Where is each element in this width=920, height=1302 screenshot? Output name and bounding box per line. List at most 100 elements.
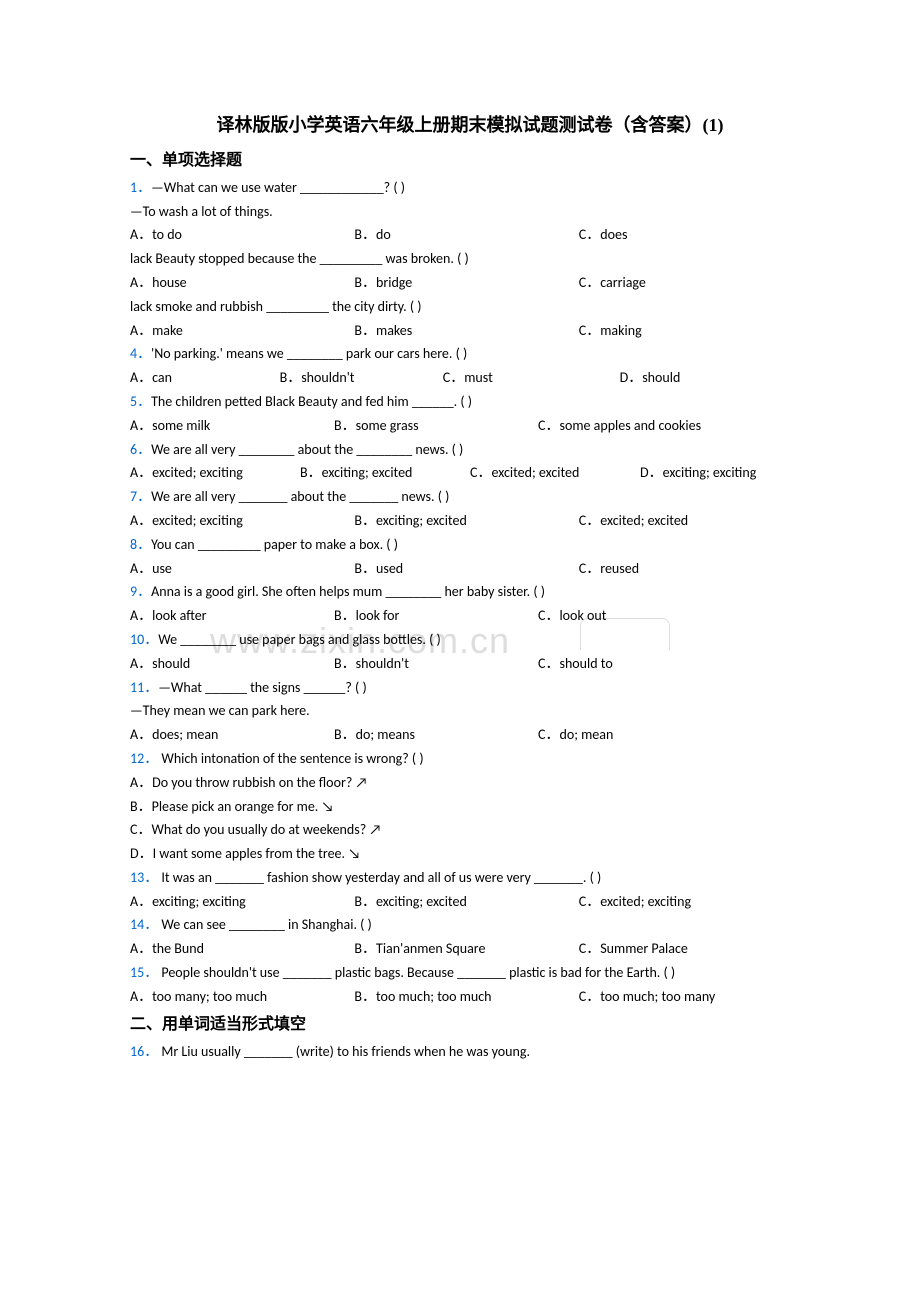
question-number: 5． [130, 393, 151, 410]
options: A．can B．shouldn't C．must D．should [130, 366, 810, 390]
option-b: B．some grass [334, 414, 538, 438]
option-c: C．must [443, 366, 620, 390]
question-11: 11．—What ______ the signs ______? ( ) —T… [130, 676, 810, 747]
option-d: D．I want some apples from the tree. ↘ [130, 842, 810, 866]
option-b: B．look for [334, 604, 538, 628]
options: A．look after B．look for C．look out [130, 604, 810, 628]
question-number: 4． [130, 345, 151, 362]
question-14: 14． We can see ________ in Shanghai. ( )… [130, 913, 810, 961]
question-text: It was an _______ fashion show yesterday… [158, 869, 601, 886]
option-b: B．do [354, 223, 578, 247]
question-text: Mr Liu usually _______ (write) to his fr… [158, 1043, 530, 1060]
option-b: B．shouldn't [280, 366, 443, 390]
options: A．Do you throw rubbish on the floor? ↗ B… [130, 771, 810, 866]
question-7: 7．We are all very _______ about the ____… [130, 485, 810, 533]
section-1-header: 一、单项选择题 [130, 147, 810, 174]
option-a: A．does; mean [130, 723, 334, 747]
question-2: lack Beauty stopped because the ________… [130, 247, 810, 295]
question-response: —To wash a lot of things. [130, 200, 810, 224]
question-9: 9．Anna is a good girl. She often helps m… [130, 580, 810, 628]
question-1: 1．—What can we use water ____________? (… [130, 176, 810, 247]
option-c: C．some apples and cookies [538, 414, 810, 438]
option-c: C．does [579, 223, 803, 247]
option-a: A．should [130, 652, 334, 676]
question-text: You can _________ paper to make a box. (… [151, 536, 398, 553]
section-2-header: 二、用单词适当形式填空 [130, 1011, 810, 1038]
question-text: —What can we use water ____________? ( ) [151, 179, 405, 196]
options: A．use B．used C．reused [130, 557, 810, 581]
question-number: 14． [130, 916, 158, 933]
option-b: B．too much; too much [354, 985, 578, 1009]
document-title: 译林版版小学英语六年级上册期末模拟试题测试卷（含答案）(1) [130, 110, 810, 141]
question-number: 7． [130, 488, 151, 505]
options: A．too many; too much B．too much; too muc… [130, 985, 810, 1009]
options: A．exciting; exciting B．exciting; excited… [130, 890, 810, 914]
option-d: D．exciting; exciting [640, 461, 810, 485]
option-c: C．excited; excited [470, 461, 640, 485]
options: A．should B．shouldn't C．should to [130, 652, 810, 676]
option-b: B．exciting; excited [354, 890, 578, 914]
option-c: C．too much; too many [579, 985, 803, 1009]
question-number: 11． [130, 679, 158, 696]
option-c: C．Summer Palace [579, 937, 803, 961]
question-text: lack Beauty stopped because the ________… [130, 247, 810, 271]
question-number: 12． [130, 750, 158, 767]
question-13: 13． It was an _______ fashion show yeste… [130, 866, 810, 914]
question-number: 6． [130, 441, 151, 458]
question-text: People shouldn't use _______ plastic bag… [158, 964, 675, 981]
option-b: B．bridge [354, 271, 578, 295]
question-text: We are all very _______ about the ______… [151, 488, 449, 505]
option-b: B．do; means [334, 723, 538, 747]
option-a: A．excited; exciting [130, 509, 354, 533]
question-number: 9． [130, 583, 151, 600]
question-4: 4．'No parking.' means we ________ park o… [130, 342, 810, 390]
options: A．to do B．do C．does [130, 223, 810, 247]
options: A．some milk B．some grass C．some apples a… [130, 414, 810, 438]
question-text: lack smoke and rubbish _________ the cit… [130, 295, 810, 319]
question-number: 1． [130, 179, 151, 196]
option-a: A．excited; exciting [130, 461, 300, 485]
option-c: C．excited; exciting [579, 890, 803, 914]
option-b: B．exciting; excited [354, 509, 578, 533]
question-response: —They mean we can park here. [130, 699, 810, 723]
question-number: 13． [130, 869, 158, 886]
option-a: A．Do you throw rubbish on the floor? ↗ [130, 771, 810, 795]
question-6: 6．We are all very ________ about the ___… [130, 438, 810, 486]
question-15: 15． People shouldn't use _______ plastic… [130, 961, 810, 1009]
option-c: C．making [579, 319, 803, 343]
question-number: 16． [130, 1043, 158, 1060]
option-a: A．use [130, 557, 354, 581]
option-b: B．used [354, 557, 578, 581]
question-text: We ________ use paper bags and glass bot… [158, 631, 441, 648]
option-b: B．makes [354, 319, 578, 343]
question-3: lack smoke and rubbish _________ the cit… [130, 295, 810, 343]
option-b: B．Please pick an orange for me. ↘ [130, 795, 810, 819]
option-a: A．house [130, 271, 354, 295]
question-number: 8． [130, 536, 151, 553]
options: A．excited; exciting B．exciting; excited … [130, 461, 810, 485]
question-text: 'No parking.' means we ________ park our… [151, 345, 467, 362]
option-a: A．can [130, 366, 280, 390]
option-c: C．should to [538, 652, 810, 676]
option-c: C．look out [538, 604, 810, 628]
options: A．the Bund B．Tian'anmen Square C．Summer … [130, 937, 810, 961]
option-c: C．reused [579, 557, 803, 581]
question-10: 10．We ________ use paper bags and glass … [130, 628, 810, 676]
question-text: The children petted Black Beauty and fed… [151, 393, 472, 410]
option-a: A．too many; too much [130, 985, 354, 1009]
question-text: Which intonation of the sentence is wron… [158, 750, 423, 767]
option-c: C．What do you usually do at weekends? ↗ [130, 818, 810, 842]
options: A．house B．bridge C．carriage [130, 271, 810, 295]
option-a: A．exciting; exciting [130, 890, 354, 914]
question-text: —What ______ the signs ______? ( ) [158, 679, 367, 696]
option-d: D．should [620, 366, 783, 390]
option-a: A．make [130, 319, 354, 343]
option-a: A．look after [130, 604, 334, 628]
option-c: C．do; mean [538, 723, 810, 747]
question-8: 8．You can _________ paper to make a box.… [130, 533, 810, 581]
option-c: C．carriage [579, 271, 803, 295]
question-text: We are all very ________ about the _____… [151, 441, 463, 458]
option-c: C．excited; excited [579, 509, 803, 533]
option-a: A．some milk [130, 414, 334, 438]
options: A．make B．makes C．making [130, 319, 810, 343]
